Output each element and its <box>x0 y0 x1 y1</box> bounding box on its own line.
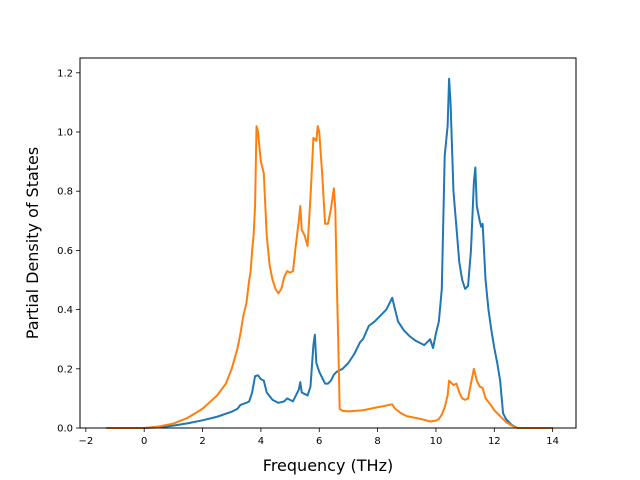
y-axis-ticks: 0.0 0.2 0.4 0.6 0.8 1.0 1.2 <box>57 68 80 435</box>
series-line-1 <box>106 77 553 429</box>
plot-area <box>106 77 553 429</box>
x-tick-label: 4 <box>258 436 264 447</box>
x-axis-label: Frequency (THz) <box>263 456 393 475</box>
axes-frame <box>79 57 577 429</box>
y-tick-label: 0.4 <box>57 305 73 316</box>
x-tick-label: 0 <box>141 436 147 447</box>
x-tick-label: 8 <box>374 436 380 447</box>
x-tick-label: 10 <box>430 436 443 447</box>
x-tick-label: 6 <box>316 436 322 447</box>
y-tick-label: 0.2 <box>57 364 73 375</box>
y-tick-label: 0.8 <box>57 187 73 198</box>
y-tick-label: 1.2 <box>57 68 73 79</box>
y-tick-label: 0.0 <box>57 424 73 435</box>
y-axis-label: Partial Density of States <box>23 147 42 339</box>
y-tick-label: 1.0 <box>57 128 73 139</box>
series-line-2 <box>106 125 553 429</box>
x-tick-label: 14 <box>546 436 559 447</box>
x-axis-ticks: −2 0 2 4 6 8 10 12 14 <box>78 428 559 447</box>
x-tick-label: −2 <box>78 436 93 447</box>
x-tick-label: 12 <box>488 436 501 447</box>
y-tick-label: 0.6 <box>57 246 73 257</box>
x-tick-label: 2 <box>199 436 205 447</box>
